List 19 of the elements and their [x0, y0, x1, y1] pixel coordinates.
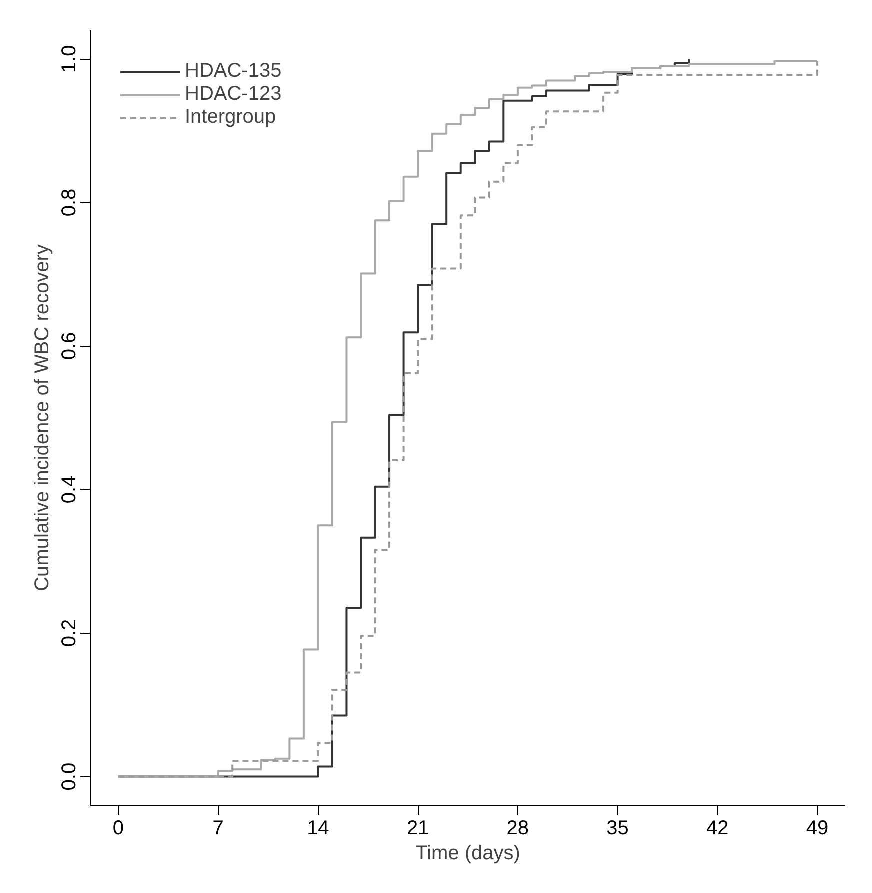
legend-label: Intergroup: [185, 106, 276, 129]
x-axis-title: Time (days): [416, 842, 520, 864]
y-axis-title: Cumulative incidence of WBC recovery: [32, 244, 54, 592]
x-tick-label: 0: [112, 818, 124, 840]
x-tick-label: 21: [406, 818, 430, 840]
y-tick-label: 1.0: [58, 45, 80, 74]
legend-label: HDAC-123: [185, 83, 282, 106]
y-tick-label: 0.0: [58, 762, 80, 791]
y-tick-label: 0.2: [58, 619, 80, 648]
x-tick-label: 14: [307, 818, 330, 840]
legend-label: HDAC-135: [185, 60, 282, 83]
x-tick-label: 28: [506, 818, 530, 840]
x-tick-label: 35: [606, 818, 629, 840]
x-tick-label: 49: [806, 818, 829, 840]
x-tick-label: 7: [212, 818, 224, 840]
x-tick-label: 42: [706, 818, 729, 840]
y-tick-label: 0.4: [58, 476, 80, 504]
y-tick-label: 0.6: [58, 332, 80, 360]
y-tick-label: 0.8: [58, 188, 80, 217]
